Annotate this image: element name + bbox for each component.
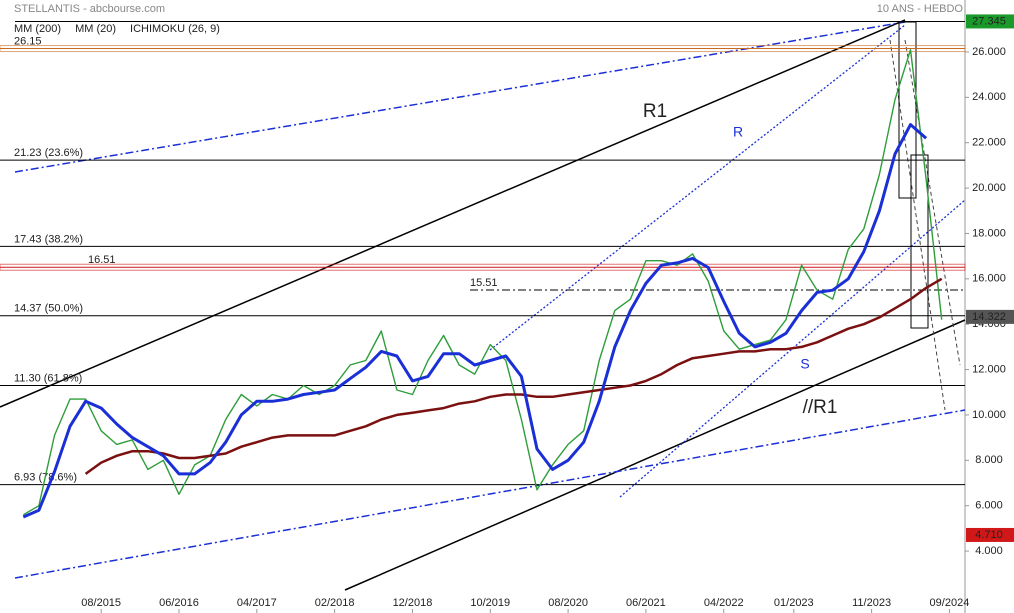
x-tick-label: 01/2023 (774, 597, 814, 609)
legend-entry: MM (20) (75, 23, 116, 35)
annotation: R1 (643, 101, 667, 122)
price-marker-label: 14.322 (972, 311, 1006, 323)
price-marker (966, 14, 1014, 29)
level-label: 26.15 (14, 35, 42, 47)
x-tick-label: 08/2015 (81, 597, 121, 609)
ma-line (22, 123, 928, 519)
x-tick-label: 06/2016 (159, 597, 199, 609)
x-tick-label: 02/2018 (315, 597, 355, 609)
price-line (22, 49, 943, 516)
y-tick-label: 18.000 (972, 227, 1006, 239)
y-tick-label: 10.000 (972, 409, 1006, 421)
chart-title: STELLANTIS - abcbourse.com (14, 3, 165, 15)
x-tick-label: 09/2024 (930, 597, 970, 609)
y-tick-label: 20.000 (972, 182, 1006, 194)
x-tick-label: 04/2022 (704, 597, 744, 609)
level-label: 15.51 (470, 277, 498, 289)
channel-bottom (14, 409, 966, 579)
y-tick-label: 12.000 (972, 363, 1006, 375)
level-label: 21.23 (23.6%) (14, 147, 83, 159)
y-tick-label: 24.000 (972, 91, 1006, 103)
level-label: 17.43 (38.2%) (14, 233, 83, 245)
x-tick-label: 12/2018 (393, 597, 433, 609)
box (898, 21, 917, 199)
y-tick-label: 26.000 (972, 46, 1006, 58)
guide-line (904, 39, 961, 366)
guide-line (889, 39, 946, 411)
price-marker (966, 309, 1014, 324)
y-tick-label: 6.000 (975, 500, 1003, 512)
x-tick-label: 08/2020 (548, 597, 588, 609)
x-tick-label: 04/2017 (237, 597, 277, 609)
legend-entry: MM (200) (14, 23, 61, 35)
trendlines (0, 19, 966, 591)
ma-line (84, 277, 943, 475)
box (910, 154, 929, 329)
level-label: 14.37 (50.0%) (14, 303, 83, 315)
x-tick-label: 11/2023 (852, 597, 891, 609)
annotation: //R1 (803, 397, 838, 418)
y-tick-label: 8.000 (975, 454, 1003, 466)
annotation: S (800, 356, 809, 372)
x-tick-label: 10/2019 (470, 597, 510, 609)
price-marker (966, 527, 1014, 542)
y-tick-label: 16.000 (972, 273, 1006, 285)
annotation: R (733, 124, 743, 140)
trendline-r1 (0, 19, 906, 408)
y-tick-label: 22.000 (972, 137, 1006, 149)
y-tick-label: 4.000 (975, 545, 1003, 557)
level-label: 16.51 (88, 254, 116, 266)
price-marker-label: 4.710 (975, 529, 1003, 541)
legend-entry: ICHIMOKU (26, 9) (130, 23, 220, 35)
price-marker-label: 27.345 (972, 15, 1006, 27)
channel-top (14, 21, 906, 173)
level-label: 11.30 (61.8%) (14, 372, 82, 384)
chart-subtitle: 10 ANS - HEBDO (877, 3, 964, 15)
trendline-r1-parallel (344, 319, 966, 591)
x-tick-label: 06/2021 (626, 597, 666, 609)
